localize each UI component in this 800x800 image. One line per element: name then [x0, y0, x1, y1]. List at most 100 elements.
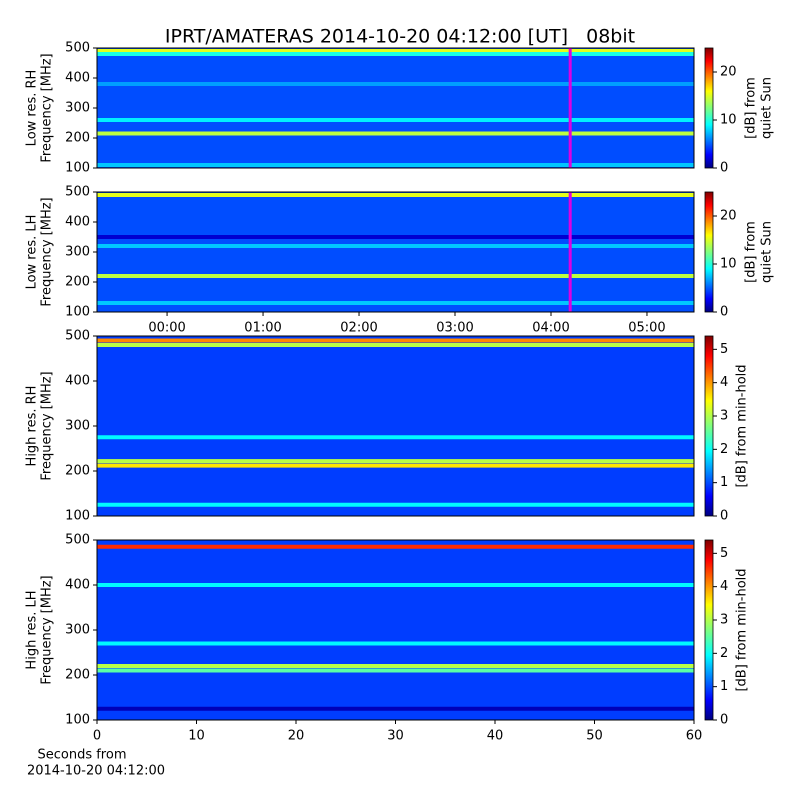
colorbar-tick-label: 0 — [720, 305, 728, 320]
colorbar-tick-label: 20 — [720, 209, 737, 224]
colorbar-label: quiet Sun — [760, 221, 775, 283]
x-tick-label: 02:00 — [340, 321, 377, 336]
chart-title: IPRT/AMATERAS 2014-10-20 04:12:00 [UT] 0… — [165, 26, 635, 48]
y-tick-label: 300 — [65, 623, 90, 638]
spectrogram-background — [97, 192, 694, 312]
colorbar-tick-label: 2 — [720, 442, 728, 457]
spectral-band — [97, 459, 694, 464]
colorbar-tick-label: 4 — [720, 579, 728, 594]
spectral-band — [97, 244, 694, 248]
colorbar-tick-label: 1 — [720, 475, 728, 490]
y-tick-label: 300 — [65, 101, 90, 116]
y-axis-label: High res. LH — [25, 590, 40, 669]
colorbar-tick-label: 3 — [720, 613, 728, 628]
spectral-band — [97, 131, 694, 136]
y-tick-label: 100 — [65, 713, 90, 728]
colorbar-tick-label: 20 — [720, 65, 737, 80]
x-axis-label: 2014-10-20 04:12:00 — [27, 764, 165, 779]
spectral-band — [97, 52, 694, 56]
y-axis-label: Frequency [MHz] — [40, 53, 55, 162]
colorbar — [704, 191, 714, 313]
y-tick-label: 400 — [65, 215, 90, 230]
colorbar — [704, 335, 714, 517]
spectral-band — [97, 706, 694, 711]
spectral-band — [97, 193, 694, 197]
spectral-band — [97, 118, 694, 122]
colorbar-label: [dB] from — [744, 77, 759, 139]
colorbar-tick-label: 0 — [720, 509, 728, 524]
colorbar-label: [dB] from min-hold — [735, 568, 750, 691]
y-tick-label: 200 — [65, 668, 90, 683]
x-tick-label: 20 — [288, 729, 305, 744]
x-tick-label: 50 — [586, 729, 603, 744]
y-tick-label: 500 — [65, 533, 90, 548]
spectrogram-background — [97, 48, 694, 168]
y-tick-label: 100 — [65, 161, 90, 176]
y-axis-label: High res. RH — [25, 386, 40, 467]
colorbar — [704, 539, 714, 721]
y-axis-label: Low res. LH — [25, 215, 40, 290]
spectral-band — [97, 583, 694, 587]
x-tick-label: 30 — [387, 729, 404, 744]
colorbar-tick-label: 2 — [720, 646, 728, 661]
spectral-band — [97, 463, 694, 468]
y-axis-label: Frequency [MHz] — [40, 575, 55, 684]
spectral-band — [97, 235, 694, 239]
spectral-band — [97, 49, 694, 53]
spectral-band — [97, 641, 694, 646]
colorbar-tick-label: 0 — [720, 713, 728, 728]
colorbar-tick-label: 3 — [720, 409, 728, 424]
y-tick-label: 300 — [65, 419, 90, 434]
colorbar-tick-label: 10 — [720, 257, 737, 272]
colorbar-label: [dB] from — [744, 221, 759, 283]
colorbar-label: quiet Sun — [760, 77, 775, 139]
x-tick-label: 00:00 — [148, 321, 185, 336]
y-tick-label: 400 — [65, 374, 90, 389]
y-tick-label: 500 — [65, 185, 90, 200]
x-tick-label: 0 — [93, 729, 101, 744]
y-tick-label: 400 — [65, 71, 90, 86]
spectral-band — [97, 502, 694, 507]
colorbar — [704, 47, 714, 169]
y-axis-label: Low res. RH — [25, 70, 40, 147]
x-tick-label: 04:00 — [532, 321, 569, 336]
colorbar-tick-label: 5 — [720, 342, 728, 357]
y-tick-label: 400 — [65, 578, 90, 593]
y-tick-label: 500 — [65, 41, 90, 56]
x-tick-label: 60 — [686, 729, 703, 744]
colorbar-label: [dB] from min-hold — [735, 364, 750, 487]
x-tick-label: 10 — [188, 729, 205, 744]
colorbar-tick-label: 4 — [720, 375, 728, 390]
spectral-band — [97, 274, 694, 278]
x-tick-label: 03:00 — [436, 321, 473, 336]
spectral-band — [97, 163, 694, 167]
spectral-band — [97, 668, 694, 673]
spectral-band — [97, 338, 694, 343]
x-tick-label: 40 — [487, 729, 504, 744]
colorbar-tick-label: 1 — [720, 679, 728, 694]
y-tick-label: 100 — [65, 509, 90, 524]
spectral-band — [97, 544, 694, 549]
spectrogram-background — [97, 540, 694, 720]
spectral-band — [97, 82, 694, 86]
y-tick-label: 100 — [65, 305, 90, 320]
colorbar-tick-label: 5 — [720, 546, 728, 561]
y-axis-label: Frequency [MHz] — [40, 371, 55, 480]
spectral-band — [97, 343, 694, 347]
y-tick-label: 200 — [65, 131, 90, 146]
colorbar-tick-label: 0 — [720, 161, 728, 176]
x-tick-label: 05:00 — [628, 321, 665, 336]
spectrogram-background — [97, 336, 694, 516]
x-tick-label: 01:00 — [244, 321, 281, 336]
y-tick-label: 300 — [65, 245, 90, 260]
y-axis-label: Frequency [MHz] — [40, 197, 55, 306]
spectral-band — [97, 435, 694, 440]
y-tick-label: 200 — [65, 464, 90, 479]
spectral-band — [97, 664, 694, 668]
y-tick-label: 200 — [65, 275, 90, 290]
spectral-band — [97, 301, 694, 305]
colorbar-tick-label: 10 — [720, 113, 737, 128]
y-tick-label: 500 — [65, 329, 90, 344]
x-axis-label: Seconds from — [37, 748, 126, 763]
